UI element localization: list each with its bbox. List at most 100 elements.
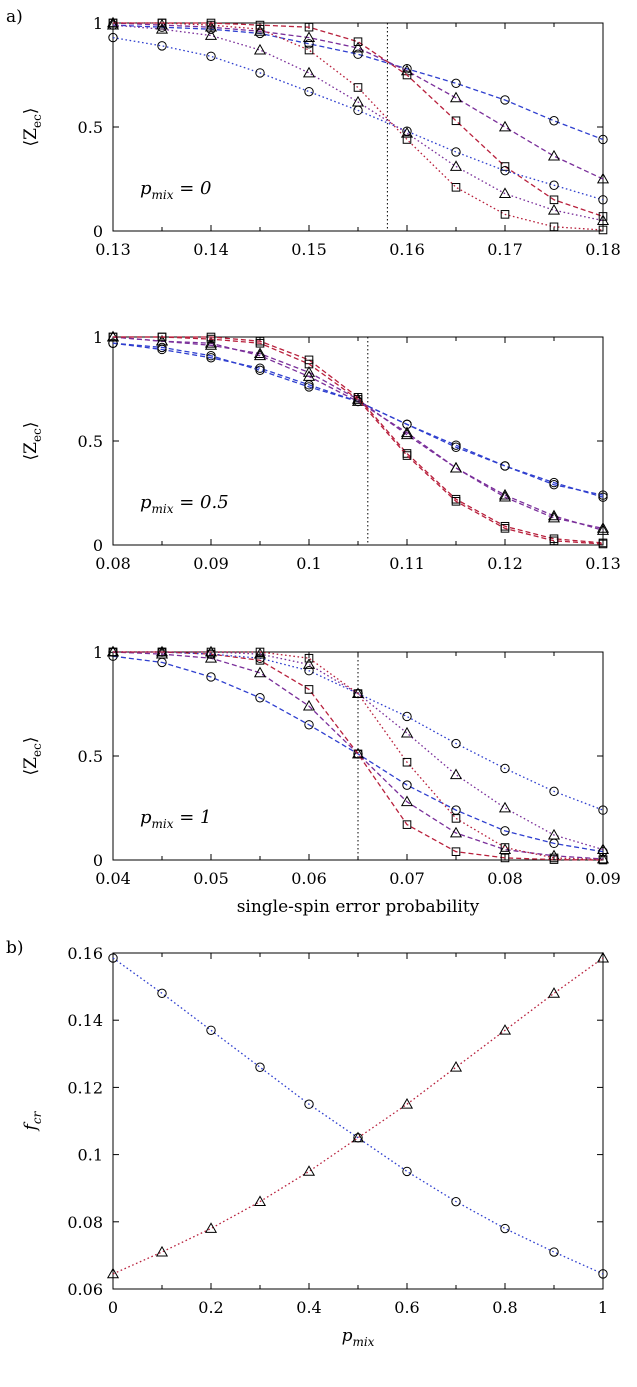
data-point-triangle <box>155 23 169 34</box>
series-line-triangle-1 <box>112 651 604 860</box>
data-point-triangle <box>498 1024 512 1035</box>
data-point-circle <box>206 51 216 61</box>
data-point-circle <box>206 1025 216 1035</box>
data-point-circle <box>451 147 461 157</box>
series-line-triangle-4 <box>112 24 604 222</box>
data-point-triangle <box>204 1222 218 1233</box>
panel-label-a: a) <box>6 7 23 27</box>
data-point-square <box>549 536 559 546</box>
y-tick-label: 0.06 <box>67 1280 103 1299</box>
x-tick-label: 0.13 <box>585 554 621 573</box>
data-point-square <box>451 847 461 856</box>
data-point-square <box>353 83 363 92</box>
data-point-circle <box>500 165 510 176</box>
data-point-square <box>353 689 363 698</box>
data-point-triangle <box>155 18 169 30</box>
data-point-triangle <box>253 347 267 359</box>
data-point-triangle <box>302 370 316 381</box>
series-line-circle-0 <box>112 342 604 498</box>
data-point-circle <box>402 1166 412 1177</box>
data-point-square <box>451 497 461 506</box>
data-point-triangle <box>204 29 218 40</box>
data-point-triangle <box>302 699 316 711</box>
data-point-circle <box>549 180 559 190</box>
data-point-circle <box>304 86 314 97</box>
data-point-triangle <box>547 987 561 998</box>
panel-annotation: pmix = 0 <box>140 178 212 202</box>
x-tick-label: 0.18 <box>585 240 621 259</box>
chart-panel-fcr: 0 0.2 0.4 0.6 0.8 1 0.06 0.08 0.1 0.12 0.14 0.16 fcr… <box>21 944 610 1349</box>
data-point-square <box>206 334 216 344</box>
data-point-square <box>304 45 314 55</box>
data-point-triangle <box>351 1131 365 1143</box>
data-point-square <box>157 647 167 657</box>
data-point-circle <box>500 1223 510 1234</box>
y-axis-label: ⟨Zec⟩ <box>21 108 44 147</box>
data-point-triangle <box>547 849 561 861</box>
data-point-triangle <box>547 511 561 523</box>
data-point-square <box>402 757 412 767</box>
data-point-square <box>500 162 510 171</box>
chart-panel-pmix-0: 0.13 0.14 0.15 0.16 0.17 0.18 0 0.5 1 ⟨Zec⟩ pmix =… <box>21 14 621 259</box>
data-point-triangle <box>547 149 561 161</box>
data-point-square <box>402 820 412 829</box>
data-point-square <box>255 24 265 34</box>
data-point-square <box>353 37 363 47</box>
data-point-square <box>353 395 363 404</box>
data-point-triangle <box>547 828 561 840</box>
data-point-square <box>500 853 510 863</box>
data-point-triangle <box>498 843 512 854</box>
data-point-triangle <box>400 428 414 440</box>
data-point-triangle <box>351 95 365 107</box>
x-tick-label: 0.04 <box>95 869 131 888</box>
data-point-circle <box>598 805 608 815</box>
data-point-triangle <box>302 66 316 78</box>
data-point-square <box>402 451 412 460</box>
series-line-triangle-1 <box>112 957 604 1275</box>
data-point-triangle <box>253 349 267 361</box>
series-line-triangle-1 <box>112 22 604 180</box>
data-point-triangle <box>155 647 169 659</box>
data-point-circle <box>402 780 412 790</box>
x-tick-label: 0.4 <box>296 1298 321 1317</box>
data-point-circle <box>206 351 216 361</box>
y-tick-label: 0.08 <box>67 1213 103 1232</box>
data-point-circle <box>255 1062 265 1072</box>
x-tick-label: 0.15 <box>291 240 327 259</box>
panel-annotation: pmix = 1 <box>140 807 212 831</box>
data-point-square <box>304 359 314 369</box>
series-line-square-2 <box>113 651 604 861</box>
data-point-triangle <box>596 522 610 533</box>
data-point-circle <box>157 41 167 51</box>
data-point-circle <box>108 338 118 348</box>
data-point-circle <box>598 1269 608 1279</box>
y-tick-label: 0.16 <box>67 944 103 963</box>
series-line-circle-3 <box>113 651 604 811</box>
data-point-square <box>598 539 608 549</box>
series-line-circle-1 <box>112 342 604 496</box>
data-point-square <box>353 749 363 759</box>
data-point-circle <box>451 442 461 452</box>
y-tick-label: 1 <box>93 14 103 33</box>
data-point-square <box>598 225 608 235</box>
x-tick-label: 0.05 <box>193 869 229 888</box>
x-tick-label: 0.09 <box>193 554 229 573</box>
x-tick-label: 0.09 <box>585 869 621 888</box>
y-axis-label: fcr <box>21 1110 44 1132</box>
data-point-square <box>451 814 461 823</box>
data-point-triangle <box>400 426 414 438</box>
data-point-triangle <box>449 160 463 171</box>
data-point-circle <box>304 382 314 392</box>
data-point-triangle <box>498 120 512 132</box>
data-point-circle <box>549 786 559 797</box>
data-point-square <box>402 70 412 80</box>
data-point-triangle <box>302 1165 316 1176</box>
series-line-circle-0 <box>112 655 604 853</box>
data-point-triangle <box>498 801 512 813</box>
data-point-circle <box>255 365 265 375</box>
x-tick-label: 1 <box>598 1298 608 1317</box>
y-tick-label: 0.5 <box>78 432 103 451</box>
y-tick-label: 0.14 <box>67 1011 103 1030</box>
y-axis-label: ⟨Zec⟩ <box>21 737 44 776</box>
